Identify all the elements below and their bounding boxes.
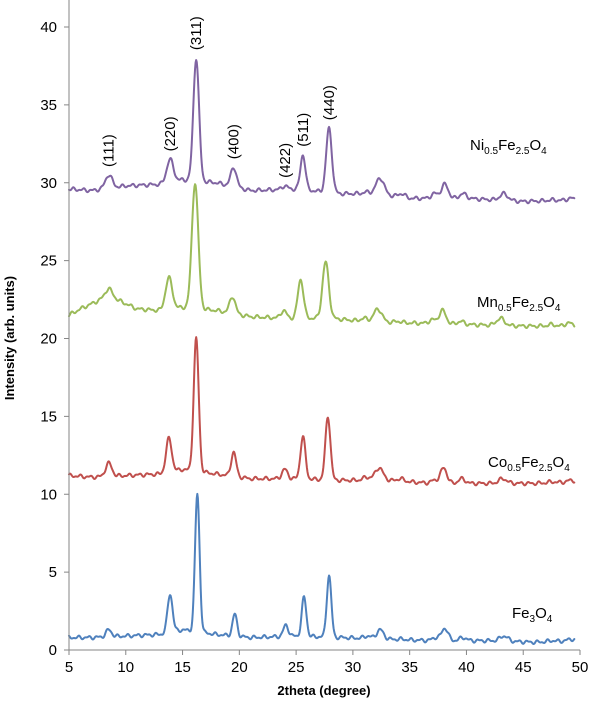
y-tick-label: 10 <box>40 486 57 503</box>
series-label: Ni0.5Fe2.5O4 <box>470 137 547 157</box>
x-tick-label: 5 <box>65 659 73 676</box>
series-label-part: Fe <box>521 454 539 471</box>
series-label-part: Fe <box>498 137 516 154</box>
x-tick-label: 45 <box>515 659 532 676</box>
y-tick-label: 5 <box>49 564 57 581</box>
series-label-part: Mn <box>477 294 498 311</box>
peak-annotations: (111) (220) (311) (400) (422)(511) (440) <box>101 16 338 178</box>
series-label-subscript: 3 <box>530 614 536 625</box>
peak-label: (422) <box>277 143 294 178</box>
series-label-part: Fe <box>512 605 530 622</box>
x-tick-label: 15 <box>174 659 191 676</box>
series-labels: Ni0.5Fe2.5O4Mn0.5Fe2.5O4Co0.5Fe2.5O4Fe3O… <box>470 137 570 625</box>
peak-label: (111) <box>101 134 118 167</box>
series-label-subscript: 4 <box>547 614 553 625</box>
peak-label: (400) <box>226 124 243 159</box>
series-label-part: Co <box>488 454 507 471</box>
series-line-0 <box>68 59 576 205</box>
y-tick-label: 35 <box>40 97 57 114</box>
y-tick-label: 25 <box>40 253 57 270</box>
series-label-subscript: 0.5 <box>507 463 521 474</box>
x-tick-label: 25 <box>288 659 305 676</box>
x-tick-label: 40 <box>458 659 475 676</box>
series-label-part: O <box>553 454 565 471</box>
x-tick-label: 20 <box>231 659 248 676</box>
series-lines <box>68 59 576 645</box>
series-label: Fe3O4 <box>512 605 553 625</box>
y-tick-label: 30 <box>40 175 57 192</box>
y-tick-label: 15 <box>40 408 57 425</box>
peak-label: (511) <box>295 113 312 147</box>
series-label-subscript: 0.5 <box>498 303 512 314</box>
series-label-subscript: 4 <box>555 303 561 314</box>
series-label-subscript: 2.5 <box>529 303 543 314</box>
series-label-part: O <box>535 605 547 622</box>
x-tick-label: 50 <box>572 659 589 676</box>
x-axis-title: 2theta (degree) <box>277 683 370 698</box>
series-label-subscript: 0.5 <box>484 146 498 157</box>
peak-label: (440) <box>321 85 338 120</box>
peak-label: (311) <box>188 16 205 50</box>
peak-label: (220) <box>162 116 179 151</box>
series-label-subscript: 2.5 <box>516 146 530 157</box>
series-label-part: O <box>543 294 555 311</box>
series-label: Co0.5Fe2.5O4 <box>488 454 570 474</box>
series-label: Mn0.5Fe2.5O4 <box>477 294 561 314</box>
x-tick-label: 35 <box>401 659 418 676</box>
x-tick-label: 30 <box>345 659 362 676</box>
series-label-subscript: 4 <box>564 463 570 474</box>
y-tick-label: 0 <box>49 642 57 659</box>
series-label-part: Ni <box>470 137 484 154</box>
series-line-3 <box>68 492 576 645</box>
series-line-1 <box>68 183 576 330</box>
series-line-2 <box>68 336 576 487</box>
x-tick-label: 10 <box>117 659 134 676</box>
series-label-part: O <box>530 137 542 154</box>
series-label-subscript: 4 <box>541 146 547 157</box>
y-axis-title: Intensity (arb. units) <box>2 276 17 400</box>
axes <box>64 0 581 655</box>
y-tick-label: 20 <box>40 331 57 348</box>
series-label-part: Fe <box>512 294 530 311</box>
y-tick-label: 40 <box>40 19 57 36</box>
series-label-subscript: 2.5 <box>539 463 553 474</box>
